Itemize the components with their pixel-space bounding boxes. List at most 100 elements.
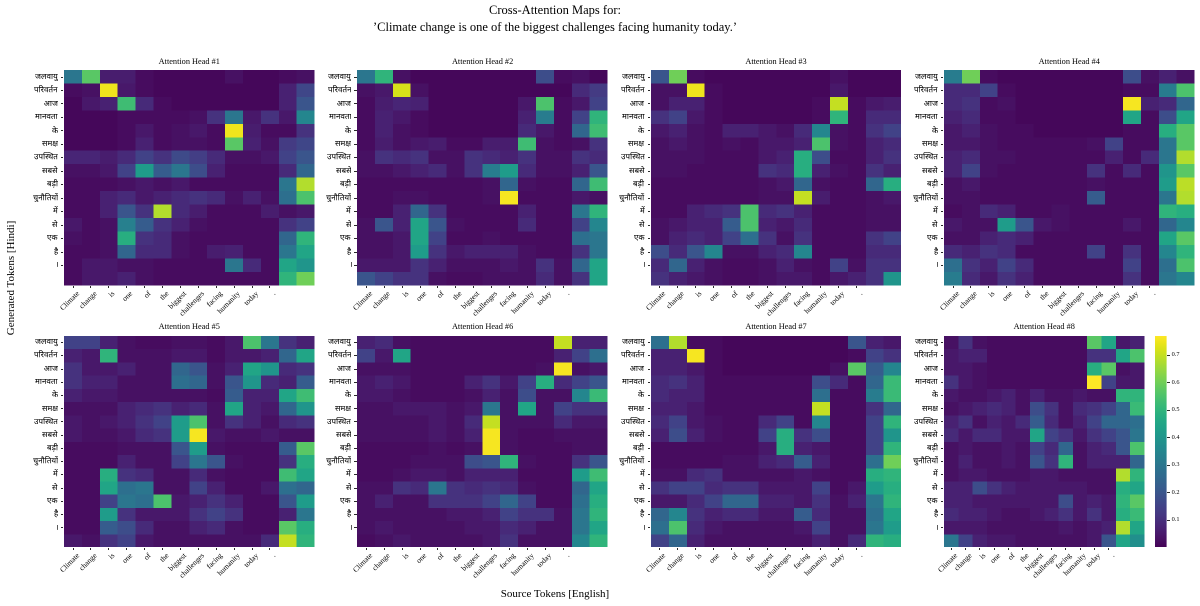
y-tick-label [327, 350, 352, 358]
y-tick [940, 381, 944, 383]
y-tick [647, 434, 651, 436]
x-tick [365, 285, 367, 289]
x-tick-label: today [828, 550, 847, 570]
y-tick-label [51, 390, 58, 398]
x-tick-label: . [856, 550, 865, 559]
panel-title: Attention Head #3 [745, 56, 807, 66]
y-tick [940, 368, 944, 370]
x-tick-label: the [157, 550, 171, 564]
y-tick-label [47, 235, 58, 242]
y-tick [60, 447, 64, 449]
x-tick [419, 547, 421, 551]
x-tick-label: change [957, 289, 979, 311]
y-tick-label [345, 482, 352, 490]
y-tick-label [337, 100, 352, 106]
colorbar-tick [1167, 354, 1170, 356]
x-tick [856, 285, 857, 289]
y-tick-label [328, 114, 352, 120]
y-tick [647, 184, 651, 186]
x-tick-label: the [450, 289, 464, 302]
x-tick-label: change [664, 289, 686, 311]
x-tick-label: Climate [57, 550, 81, 575]
y-tick-label [620, 350, 645, 358]
x-tick-label: the [744, 550, 758, 564]
colorbar-tick-label: 0.2 [1171, 488, 1180, 496]
y-tick [647, 447, 651, 449]
x-tick [90, 285, 92, 289]
y-tick-label [621, 73, 645, 82]
colorbar-tick [1167, 519, 1170, 521]
x-tick [509, 547, 510, 551]
y-tick-label [639, 206, 645, 214]
x-tick-label: the [1037, 289, 1051, 302]
colorbar-tick-label: 0.5 [1171, 406, 1180, 414]
y-tick [940, 130, 944, 132]
x-tick [1095, 285, 1097, 289]
x-tick [1077, 285, 1079, 289]
x-tick [562, 285, 564, 289]
y-tick-label [630, 365, 645, 371]
x-tick [802, 547, 804, 551]
y-tick [354, 197, 357, 199]
x-tick [1093, 547, 1095, 551]
attention-heatmap [64, 335, 315, 548]
x-tick [820, 285, 822, 289]
y-tick-label [327, 416, 352, 424]
y-tick-label [42, 165, 58, 174]
y-tick-label [340, 235, 352, 242]
y-tick-label [41, 141, 58, 147]
y-tick-label [340, 498, 352, 504]
colorbar-tick-label: 0.6 [1171, 378, 1180, 386]
y-tick-label [32, 192, 58, 203]
x-tick-label: of [141, 289, 153, 300]
y-tick [940, 421, 944, 423]
y-tick [647, 157, 651, 159]
x-tick-label: Climate [644, 289, 668, 313]
y-tick-label [335, 405, 352, 412]
x-tick-label: today [1121, 289, 1140, 308]
y-tick-label [335, 165, 352, 174]
panel-title: Attention Head #8 [1013, 322, 1075, 332]
x-tick [988, 285, 990, 289]
x-tick [1050, 547, 1052, 551]
y-tick [60, 238, 64, 239]
x-tick-label: . [856, 289, 865, 297]
y-tick [354, 211, 357, 213]
y-tick [940, 342, 944, 343]
y-tick [60, 116, 64, 118]
y-tick-label [346, 509, 352, 518]
y-tick [647, 211, 651, 213]
y-tick-label [46, 179, 58, 189]
y-tick-label [620, 416, 645, 424]
y-tick [940, 251, 944, 253]
y-tick [940, 238, 944, 239]
x-tick [1024, 285, 1025, 289]
y-tick [60, 500, 64, 502]
x-tick-label: of [728, 550, 740, 562]
attention-heatmap [357, 70, 608, 286]
panel-title: Attention Head #6 [451, 322, 514, 332]
y-tick-label [621, 339, 645, 347]
colorbar-tick [1167, 464, 1170, 466]
y-tick [940, 487, 944, 489]
y-tick-label [922, 429, 938, 438]
y-tick-label [620, 152, 645, 160]
colorbar-tick [1167, 492, 1170, 493]
y-tick [647, 421, 651, 423]
x-tick-label: is [693, 289, 704, 299]
x-tick-label: today [534, 289, 554, 308]
y-tick-label [633, 443, 645, 452]
panel-title: Attention Head #1 [158, 56, 220, 66]
y-tick-label [639, 219, 645, 228]
x-tick-label: one [120, 550, 135, 565]
y-tick-label [57, 262, 58, 268]
y-tick-label [34, 350, 58, 358]
x-tick [1007, 547, 1009, 551]
x-tick [473, 547, 475, 551]
y-tick [940, 461, 944, 462]
x-tick [233, 547, 235, 551]
y-tick [354, 527, 357, 529]
x-tick [491, 285, 492, 289]
x-tick-label: change [370, 550, 393, 573]
attention-heatmap [357, 335, 608, 548]
